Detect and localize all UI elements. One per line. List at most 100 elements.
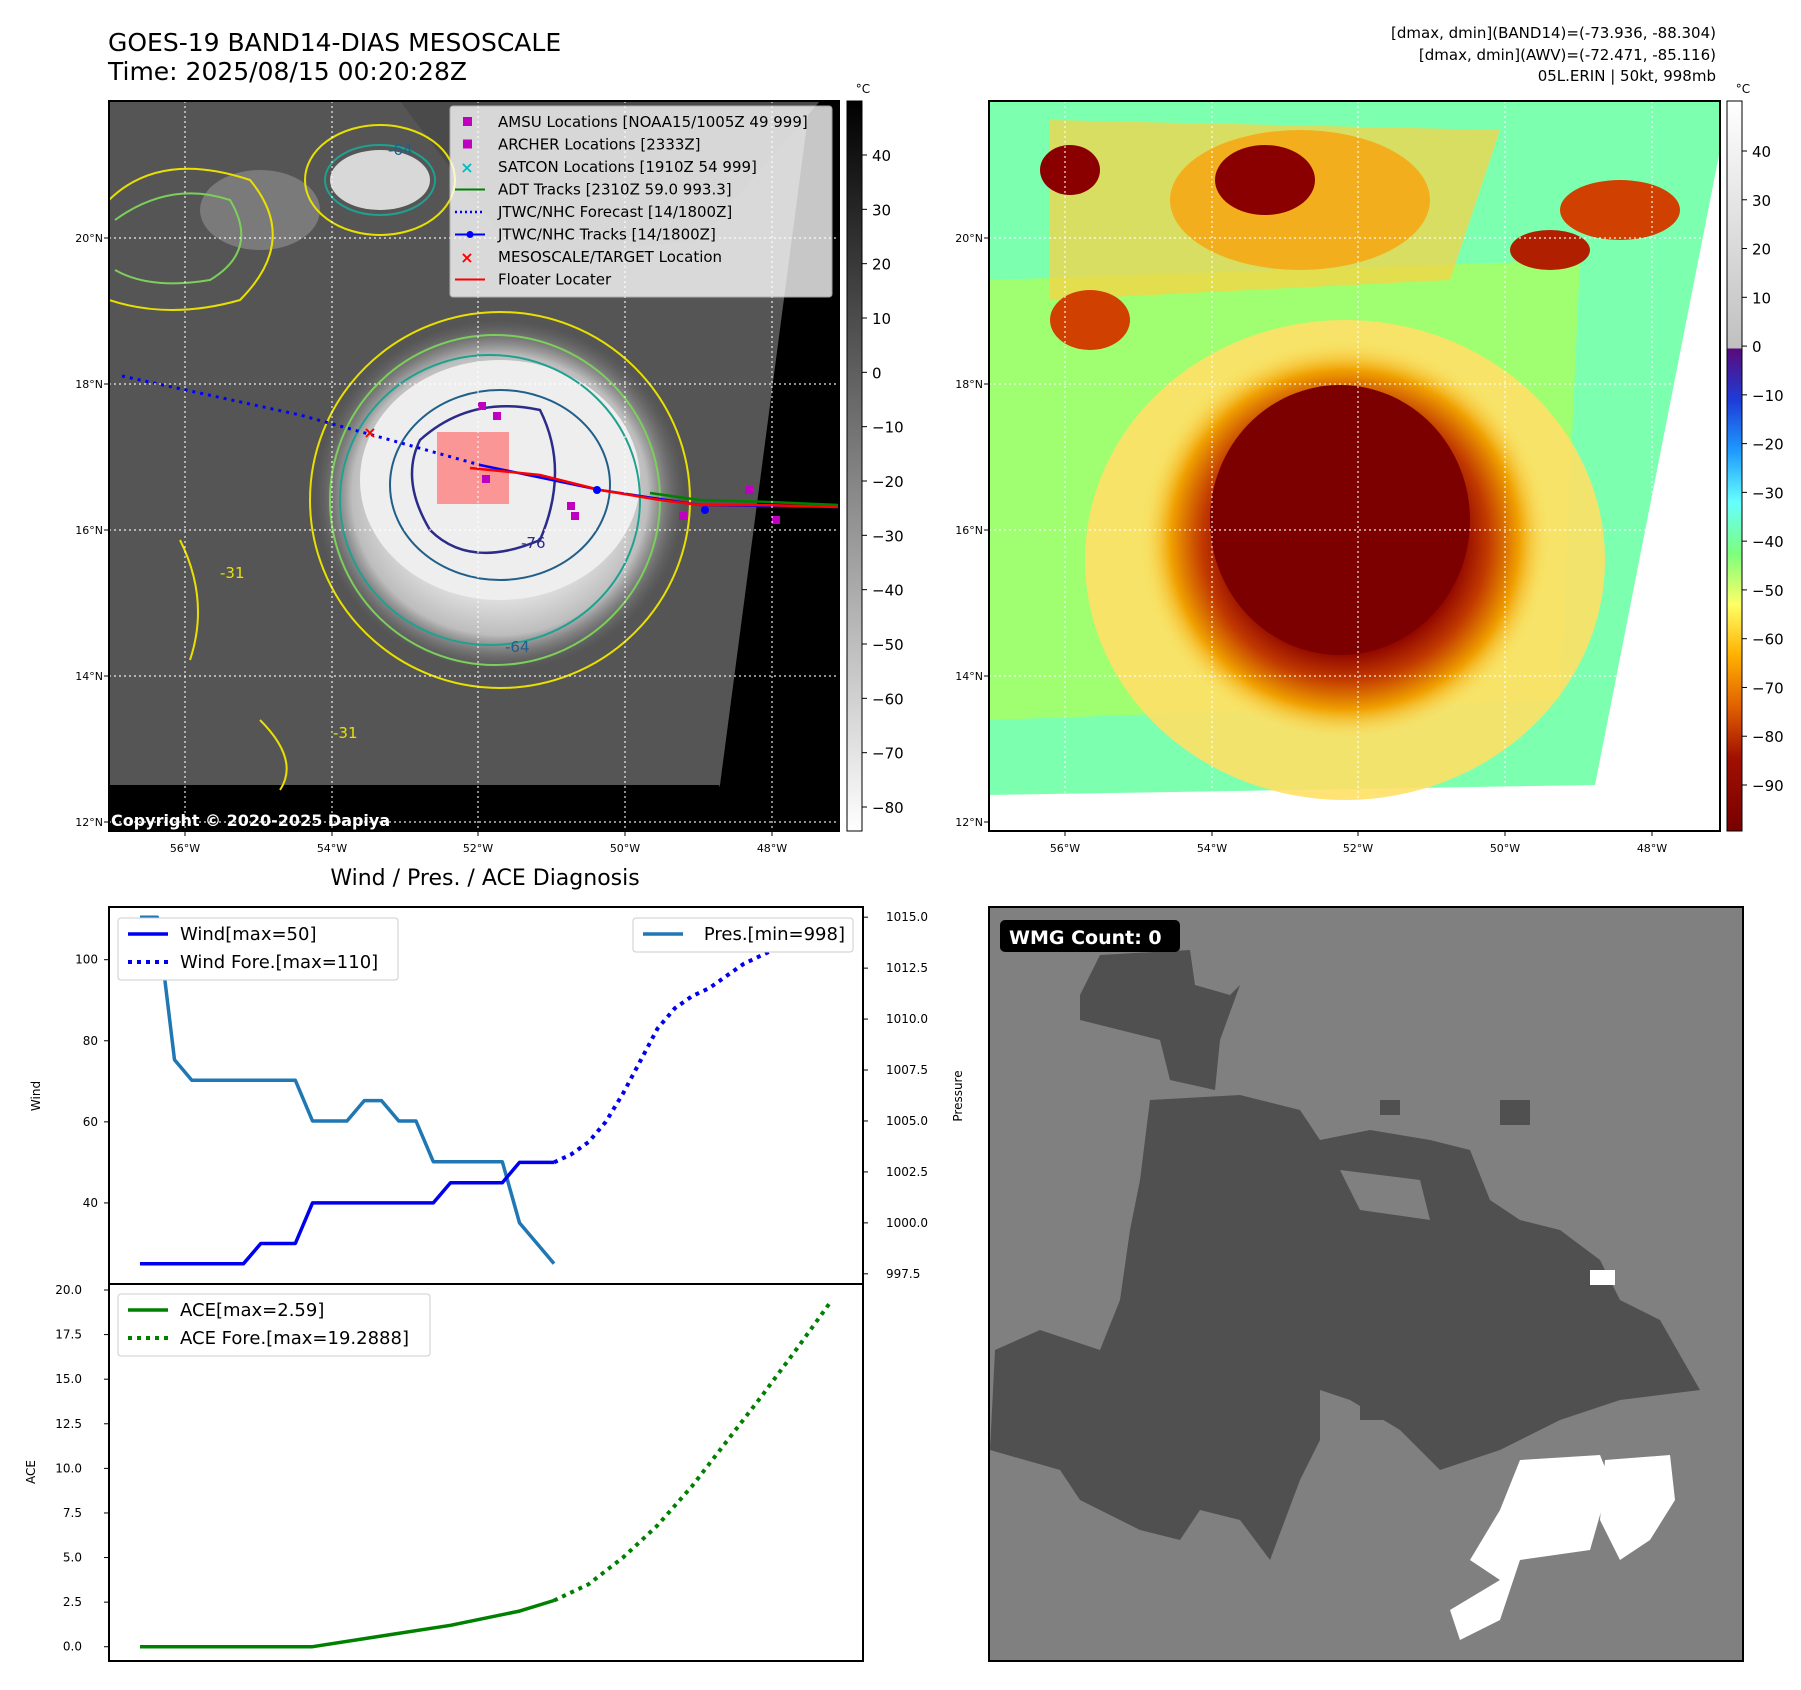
ir-map-frame xyxy=(108,100,840,832)
legend-wind: Wind[max=50] xyxy=(180,924,317,945)
pressure-tick-label: 997.5 xyxy=(886,1267,920,1281)
wind-tick-label: 80 xyxy=(83,1034,98,1048)
color-map-panel xyxy=(989,101,1720,831)
legend-wind-fore: Wind Fore.[max=110] xyxy=(180,952,378,973)
ace-legend: ACE[max=2.59] ACE Fore.[max=19.2888] xyxy=(117,1293,431,1357)
ace-tick-label: 2.5 xyxy=(63,1595,82,1609)
pressure-tick-label: 1007.5 xyxy=(886,1063,928,1077)
lon-tick-label: 54°W xyxy=(317,842,347,855)
colorbar-tick-label: −10 xyxy=(872,419,904,437)
lon-tick-label: 50°W xyxy=(1490,842,1520,855)
colorbar-tick-label: −70 xyxy=(1752,679,1784,697)
color-map-frame xyxy=(988,100,1721,832)
wind-ylabel: Wind xyxy=(29,1081,43,1111)
colorbar-tick-label: −20 xyxy=(1752,436,1784,454)
legend-x-icon: × xyxy=(460,248,473,267)
figure-title-line1: GOES-19 BAND14-DIAS MESOSCALE xyxy=(108,28,561,57)
colorbar-tick-label: −40 xyxy=(872,582,904,600)
lat-tick-label: 18°N xyxy=(75,378,103,391)
pressure-tick-label: 1005.0 xyxy=(886,1114,928,1128)
legend-item-label: SATCON Locations [1910Z 54 999] xyxy=(498,158,757,176)
ace-panel: 20.0 17.5 15.0 12.5 10.0 7.5 5.0 2.5 0.0 xyxy=(55,1283,832,1654)
legend-item-label: Floater Locater xyxy=(498,271,612,289)
wind-panel-title: Wind / Pres. / ACE Diagnosis xyxy=(330,866,639,891)
colorbar-tick-label: −70 xyxy=(872,745,904,763)
pressure-tick-label: 1000.0 xyxy=(886,1216,928,1230)
colorbar-tick-label: 10 xyxy=(1752,289,1771,307)
colorbar-right-unit: °C xyxy=(1736,82,1750,96)
contour-label: -64 xyxy=(505,638,530,656)
ace-tick-label: 17.5 xyxy=(55,1328,82,1342)
colorbar-tick-label: −50 xyxy=(872,636,904,654)
colorbar-right: °C 40 30 20 10 0 −10 −20 −30 −40 −50 −60 −70 −80 −90 xyxy=(1726,82,1784,832)
map-legend: AMSU Locations [NOAA15/1005Z 49 999] ARCH… xyxy=(449,105,833,298)
legend-ace-fore: ACE Fore.[max=19.2888] xyxy=(180,1328,409,1349)
colorbar-tick-label: −30 xyxy=(872,527,904,545)
figure-title-line2: Time: 2025/08/15 00:20:28Z xyxy=(107,57,467,86)
legend-item-label: AMSU Locations [NOAA15/1005Z 49 999] xyxy=(498,113,808,131)
lat-tick-label: 16°N xyxy=(955,524,983,537)
colorbar-tick-label: 30 xyxy=(1752,192,1771,210)
colorbar-tick-label: −80 xyxy=(872,799,904,817)
wind-legend: Wind[max=50] Wind Fore.[max=110] Pres.[m… xyxy=(117,917,854,981)
lon-tick-label: 56°W xyxy=(1050,842,1080,855)
ace-tick-label: 0.0 xyxy=(63,1640,82,1654)
lon-tick-label: 54°W xyxy=(1197,842,1227,855)
colorbar-tick-label: −60 xyxy=(872,690,904,708)
wmg-badge: WMG Count: 0 xyxy=(1009,927,1162,949)
ace-tick-label: 20.0 xyxy=(55,1283,82,1297)
colorbar-tick-label: −20 xyxy=(872,473,904,491)
wind-tick-label: 60 xyxy=(83,1115,98,1129)
copyright-text: Copyright © 2020-2025 Dapiya xyxy=(111,811,390,830)
colorbar-tick-label: −80 xyxy=(1752,728,1784,746)
lon-tick-label: 48°W xyxy=(1637,842,1667,855)
pressure-tick-label: 1002.5 xyxy=(886,1165,928,1179)
ace-line xyxy=(140,1598,555,1649)
legend-ace: ACE[max=2.59] xyxy=(180,1300,324,1321)
legend-item-label: ADT Tracks [2310Z 59.0 993.3] xyxy=(498,181,732,199)
info-line2: [dmax, dmin](AWV)=(-72.471, -85.116) xyxy=(1419,46,1716,64)
ir-map-axes: 56°W 54°W 52°W 50°W 48°W 20°N 18°N 16°N 14°N 12°N xyxy=(75,232,787,855)
wind-tick-label: 100 xyxy=(75,953,98,967)
colorbar-tick-label: −50 xyxy=(1752,582,1784,600)
wind-tick-label: 40 xyxy=(83,1196,98,1210)
ace-tick-label: 7.5 xyxy=(63,1506,82,1520)
legend-item-label: ARCHER Locations [2333Z] xyxy=(498,136,701,154)
svg-text:×: × xyxy=(363,423,376,442)
lat-tick-label: 14°N xyxy=(955,670,983,683)
lat-tick-label: 20°N xyxy=(955,232,983,245)
lat-tick-label: 16°N xyxy=(75,524,103,537)
colorbar-tick-label: −30 xyxy=(1752,484,1784,502)
colorbar-tick-label: 20 xyxy=(872,256,891,274)
color-map-axes: 56°W 54°W 52°W 50°W 48°W 20°N 18°N 16°N 14°N 12°N xyxy=(955,232,1667,855)
legend-dot-icon xyxy=(466,231,474,238)
ace-tick-label: 10.0 xyxy=(55,1461,82,1475)
lat-tick-label: 20°N xyxy=(75,232,103,245)
colorbar-left: °C 40 30 20 10 0 −10 −20 −30 −40 −50 −60 −70 −80 xyxy=(846,82,904,832)
lon-tick-label: 48°W xyxy=(757,842,787,855)
contour-label: -64 xyxy=(388,141,413,159)
lon-tick-label: 50°W xyxy=(610,842,640,855)
legend-item-label: JTWC/NHC Forecast [14/1800Z] xyxy=(497,203,732,221)
contour-label: -76 xyxy=(521,534,546,552)
ace-tick-label: 12.5 xyxy=(55,1417,82,1431)
colorbar-tick-label: −60 xyxy=(1752,631,1784,649)
pressure-tick-label: 1010.0 xyxy=(886,1012,928,1026)
colorbar-tick-label: 40 xyxy=(1752,143,1771,161)
lon-tick-label: 52°W xyxy=(1343,842,1373,855)
colorbar-tick-label: 40 xyxy=(872,147,891,165)
colorbar-tick-label: −90 xyxy=(1752,777,1784,795)
wmg-panel: WMG Count: 0 xyxy=(988,906,1744,1662)
lat-tick-label: 12°N xyxy=(75,816,103,829)
ace-ylabel: ACE xyxy=(24,1460,38,1484)
colorbar-tick-label: 20 xyxy=(1752,241,1771,259)
legend-x-icon: × xyxy=(460,158,473,177)
lat-tick-label: 18°N xyxy=(955,378,983,391)
lat-tick-label: 14°N xyxy=(75,670,103,683)
ace-tick-label: 15.0 xyxy=(55,1372,82,1386)
lon-tick-label: 52°W xyxy=(463,842,493,855)
legend-item-label: MESOSCALE/TARGET Location xyxy=(498,248,722,266)
colorbar-tick-label: −40 xyxy=(1752,533,1784,551)
colorbar-tick-label: −10 xyxy=(1752,387,1784,405)
